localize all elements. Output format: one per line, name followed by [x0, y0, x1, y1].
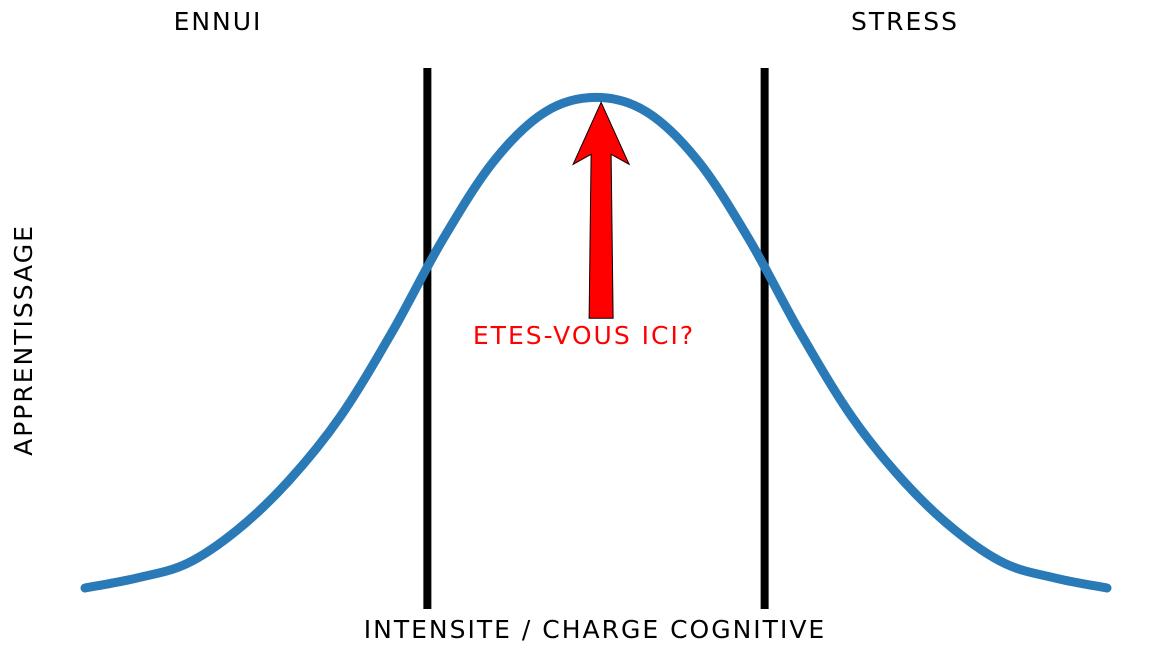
y-axis-label: APPRENTISSAGE	[9, 224, 38, 456]
arrow-icon	[572, 101, 631, 319]
vertical-lines	[423, 68, 769, 609]
region-label-ennui: ENNUI	[174, 7, 263, 36]
x-axis-label: INTENSITE / CHARGE COGNITIVE	[364, 615, 826, 644]
region-label-stress: STRESS	[851, 7, 959, 36]
learning-curve	[80, 92, 1112, 593]
annotation-text: ETES-VOUS ICI?	[473, 321, 695, 350]
